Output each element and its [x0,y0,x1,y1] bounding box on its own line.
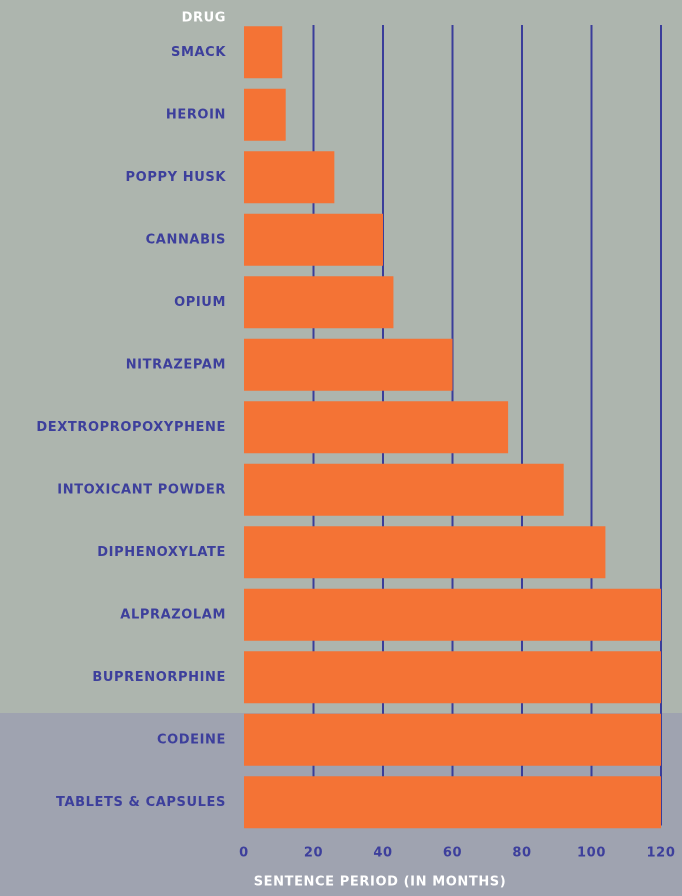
category-label: BUPRENORPHINE [92,670,226,685]
x-tick-label: 80 [512,846,531,861]
bar [244,338,453,391]
category-label: ALPRAZOLAM [120,607,226,622]
x-tick-label: 60 [443,846,462,861]
bar [244,776,661,829]
category-label: OPIUM [174,295,226,310]
bar [244,526,606,579]
bar [244,588,661,641]
category-label: TABLETS & CAPSULES [56,795,226,810]
category-label: DEXTROPROPOXYPHENE [36,420,226,435]
bar [244,88,286,141]
bar [244,713,661,766]
bar [244,401,509,454]
bar [244,151,335,204]
bar [244,463,564,516]
category-axis-label: DRUG [182,11,226,26]
bar [244,26,283,79]
category-label: SMACK [171,45,226,60]
x-tick-label: 20 [304,846,323,861]
bar [244,213,383,266]
category-label: DIPHENOXYLATE [97,545,226,560]
bar [244,651,661,704]
category-label: CODEINE [157,732,226,747]
bar [244,276,394,329]
x-tick-label: 120 [647,846,676,861]
x-tick-label: 40 [373,846,392,861]
x-tick-label: 100 [577,846,606,861]
category-label: CANNABIS [146,232,226,247]
category-label: HEROIN [166,107,226,122]
category-label: POPPY HUSK [126,170,227,185]
category-label: NITRAZEPAM [126,357,226,372]
category-label: INTOXICANT POWDER [57,482,226,497]
x-axis-label: SENTENCE PERIOD (IN MONTHS) [254,875,507,890]
x-tick-label: 0 [239,846,249,861]
